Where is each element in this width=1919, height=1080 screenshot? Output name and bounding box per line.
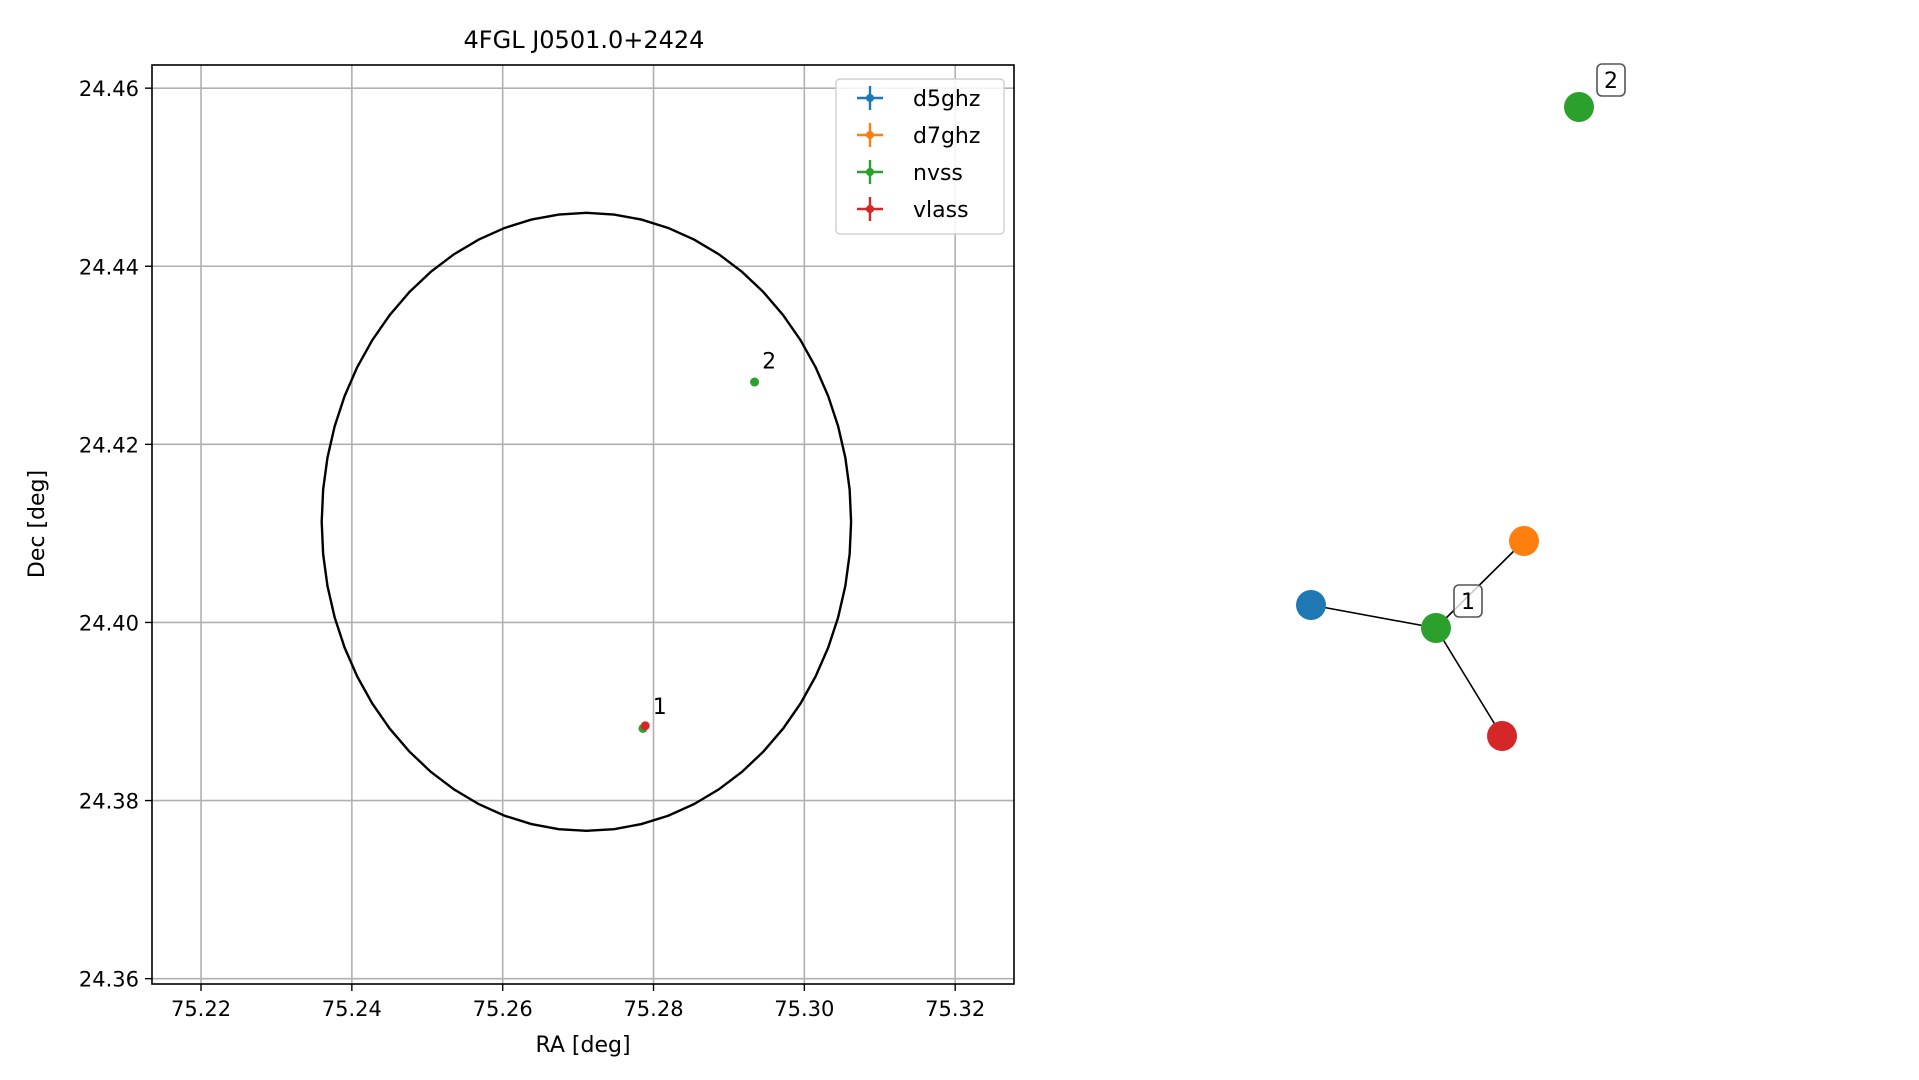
network-label-box xyxy=(1596,63,1626,97)
legend-marker-d7ghz xyxy=(866,131,874,139)
plot-frame xyxy=(151,64,1015,985)
y-tick-label: 24.42 xyxy=(79,433,139,457)
point-annotations: 12 xyxy=(653,350,776,721)
network-node-d5ghz xyxy=(1296,590,1326,620)
network-edge xyxy=(1310,604,1437,629)
network-node-vlass xyxy=(1487,721,1517,751)
x-tick-label: 75.28 xyxy=(623,997,683,1021)
y-axis-label: Dec [deg] xyxy=(25,470,50,578)
network-edge xyxy=(1435,540,1525,629)
point-annotation: 1 xyxy=(653,695,667,720)
network-label-box xyxy=(1453,584,1483,618)
point-nvss xyxy=(750,377,760,387)
legend-label-d7ghz: d7ghz xyxy=(913,124,980,149)
x-tick-label: 75.26 xyxy=(473,997,533,1021)
network-node-d7ghz xyxy=(1509,526,1539,556)
data-points xyxy=(638,377,760,733)
sky-plot: 4FGL J0501.0+2424 75.22 75.24 75.26 75.28 75… xyxy=(25,26,1015,1058)
network-edge xyxy=(1435,627,1503,737)
x-tick-label: 75.24 xyxy=(322,997,382,1021)
legend-label-d5ghz: d5ghz xyxy=(913,87,980,112)
x-tick-label: 75.22 xyxy=(171,997,231,1021)
chart-title: 4FGL J0501.0+2424 xyxy=(464,26,705,54)
legend-marker-vlass xyxy=(866,205,874,213)
y-tick-label: 24.38 xyxy=(79,790,139,814)
point-vlass xyxy=(640,721,650,731)
legend-frame xyxy=(835,78,1005,235)
legend-label-vlass: vlass xyxy=(913,198,969,223)
network-node-label: 1 xyxy=(1461,590,1475,615)
y-tick-label: 24.44 xyxy=(79,255,139,279)
legend-label-nvss: nvss xyxy=(913,161,963,186)
point-annotation: 2 xyxy=(762,350,776,375)
x-tick-label: 75.32 xyxy=(925,997,985,1021)
network-node-nvss-2 xyxy=(1564,92,1594,122)
localization-ellipse xyxy=(320,211,853,833)
network-node-nvss-1 xyxy=(1421,613,1451,643)
y-tick-label: 24.36 xyxy=(79,968,139,992)
x-tick-label: 75.30 xyxy=(774,997,834,1021)
legend-marker-nvss xyxy=(866,168,874,176)
x-axis-label: RA [deg] xyxy=(535,1033,630,1058)
network-node-label: 2 xyxy=(1604,69,1618,94)
x-ticks: 75.22 75.24 75.26 75.28 75.30 75.32 xyxy=(171,984,985,1021)
association-network: 12 xyxy=(1296,63,1626,751)
legend: d5ghz d7ghz nvss vlass xyxy=(835,78,1005,235)
y-tick-label: 24.40 xyxy=(79,611,139,635)
legend-marker-d5ghz xyxy=(866,94,874,102)
y-ticks: 24.36 24.38 24.40 24.42 24.44 24.46 xyxy=(79,77,152,992)
y-tick-label: 24.46 xyxy=(79,77,139,101)
